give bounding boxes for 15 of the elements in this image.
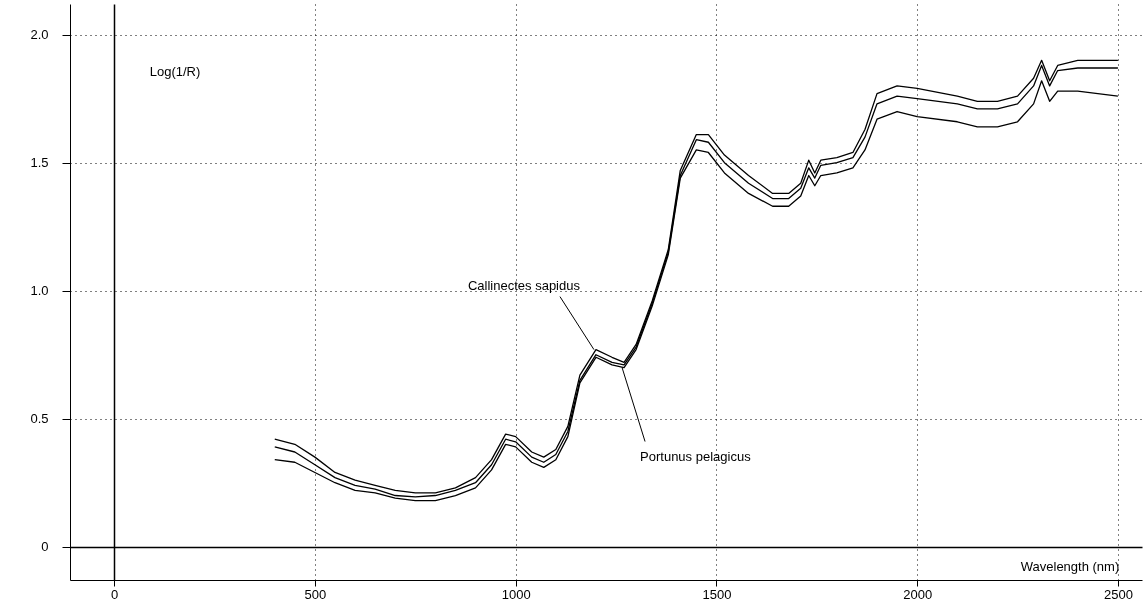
x-tick-label: 2000 — [903, 586, 933, 602]
x-tick-label: 1500 — [702, 586, 732, 602]
x-tick-label: 1000 — [501, 586, 531, 602]
y-tick-label: 0.5 — [30, 411, 49, 427]
y-tick-label: 0 — [41, 539, 49, 555]
y-axis-title: Log(1/R) — [149, 64, 201, 79]
y-tick-label: 1.0 — [30, 283, 49, 299]
y-tick-label: 1.5 — [30, 155, 49, 171]
y-tick-label: 2.0 — [30, 27, 49, 43]
x-tick-label: 0 — [111, 586, 119, 602]
x-tick-label: 2500 — [1103, 586, 1133, 602]
annotation: Portunus pelagicus — [640, 448, 752, 464]
annotation: Callinectes sapidus — [467, 277, 581, 293]
x-tick-label: 500 — [304, 586, 327, 602]
x-axis-title: Wavelength (nm) — [1020, 559, 1120, 574]
